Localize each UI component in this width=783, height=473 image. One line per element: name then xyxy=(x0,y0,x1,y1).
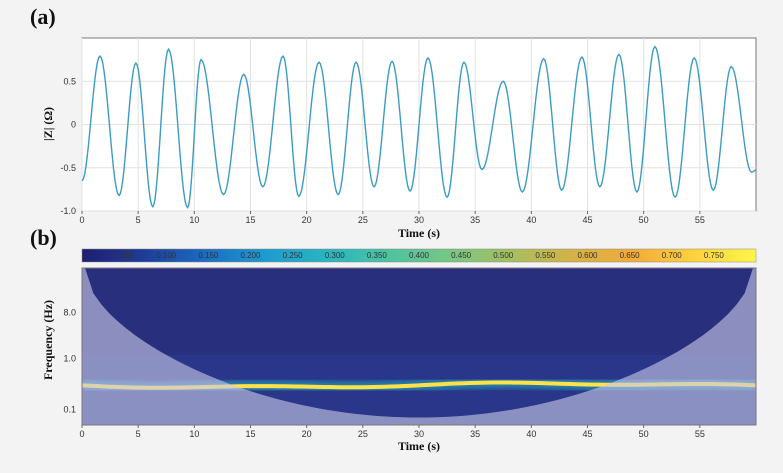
panel-b-x-tick-label: 25 xyxy=(358,429,368,439)
panel-b-y-tick-label: 8.0 xyxy=(63,308,76,318)
panel-b-x-tick-label: 40 xyxy=(526,429,536,439)
panel-b-x-tick-label: 5 xyxy=(136,429,141,439)
colorbar-tick-label: 0.350 xyxy=(367,251,388,260)
colorbar-tick-label: 0.250 xyxy=(283,251,304,260)
panel-b-x-ticks: 0 5 10 15 20 25 30 35 40 45 50 55 xyxy=(79,425,705,439)
panel-b-y-tick-label: 1.0 xyxy=(63,354,76,364)
panel-a-label: (a) xyxy=(30,4,56,29)
panel-a-x-tick-label: 20 xyxy=(302,215,312,225)
colorbar-tick-label: 0.150 xyxy=(198,251,219,260)
scalogram xyxy=(82,268,756,425)
panel-a-y-tick-label: -0.5 xyxy=(60,163,76,173)
colorbar-tick-label: 0.400 xyxy=(409,251,430,260)
colorbar-ticks: 0.050 0.100 0.150 0.200 0.250 0.300 0.350 0.400… xyxy=(114,251,724,260)
panel-a-y-ticks: 0.5 0 -0.5 -1.0 xyxy=(60,76,76,216)
panel-a-y-axis-title: |Z| (Ω) xyxy=(41,107,55,141)
panel-b-x-tick-label: 20 xyxy=(302,429,312,439)
colorbar xyxy=(81,248,757,263)
cone-of-influence xyxy=(82,268,756,425)
panel-b-x-tick-label: 10 xyxy=(189,429,199,439)
panel-b-y-ticks: 8.0 1.0 0.1 xyxy=(63,308,76,415)
colorbar-tick-label: 0.500 xyxy=(493,251,514,260)
colorbar-tick-label: 0.600 xyxy=(577,251,598,260)
colorbar-tick-label: 0.300 xyxy=(325,251,346,260)
panel-b-x-tick-label: 30 xyxy=(414,429,424,439)
panel-b-x-tick-label: 15 xyxy=(245,429,255,439)
panel-a-x-tick-label: 0 xyxy=(79,215,84,225)
panel-a-x-tick-label: 55 xyxy=(695,215,705,225)
panel-a-y-tick-label: 0.5 xyxy=(63,76,76,86)
panel-a-x-tick-label: 25 xyxy=(358,215,368,225)
panel-a-x-tick-label: 35 xyxy=(470,215,480,225)
panel-a-x-tick-label: 40 xyxy=(526,215,536,225)
panel-a-x-axis-title: Time (s) xyxy=(398,226,440,240)
colorbar-tick-label: 0.450 xyxy=(451,251,472,260)
panel-a-x-ticks: 0 5 10 15 20 25 30 35 40 45 50 55 xyxy=(79,211,705,225)
panel-b-label: (b) xyxy=(30,225,57,250)
panel-a-x-tick-label: 10 xyxy=(189,215,199,225)
colorbar-tick-label: 0.100 xyxy=(156,251,177,260)
panel-b-x-tick-label: 45 xyxy=(582,429,592,439)
panel-b-x-tick-label: 35 xyxy=(470,429,480,439)
impedance-series-line xyxy=(81,45,757,209)
colorbar-tick-label: 0.750 xyxy=(704,251,725,260)
panel-a-x-tick-label: 15 xyxy=(245,215,255,225)
panel-a-y-tick-label: -1.0 xyxy=(60,206,76,216)
panel-b-y-tick-label: 0.1 xyxy=(63,405,76,415)
colorbar-tick-label: 0.700 xyxy=(662,251,683,260)
panel-b-x-tick-label: 50 xyxy=(639,429,649,439)
panel-a-x-tick-label: 45 xyxy=(582,215,592,225)
panel-b-x-axis-title: Time (s) xyxy=(398,439,440,453)
panel-a-x-tick-label: 5 xyxy=(136,215,141,225)
colorbar-tick-label: 0.550 xyxy=(535,251,556,260)
panel-a-x-tick-label: 30 xyxy=(414,215,424,225)
colorbar-tick-label: 0.650 xyxy=(620,251,641,260)
panel-a-y-tick-label: 0 xyxy=(71,120,76,130)
colorbar-tick-label: 0.200 xyxy=(240,251,261,260)
panel-b-y-axis-title: Frequency (Hz) xyxy=(41,300,55,380)
panel-a-x-tick-label: 50 xyxy=(639,215,649,225)
colorbar-tick-label: 0.050 xyxy=(114,251,135,260)
panel-b-x-tick-label: 55 xyxy=(695,429,705,439)
panel-b-x-tick-label: 0 xyxy=(79,429,84,439)
